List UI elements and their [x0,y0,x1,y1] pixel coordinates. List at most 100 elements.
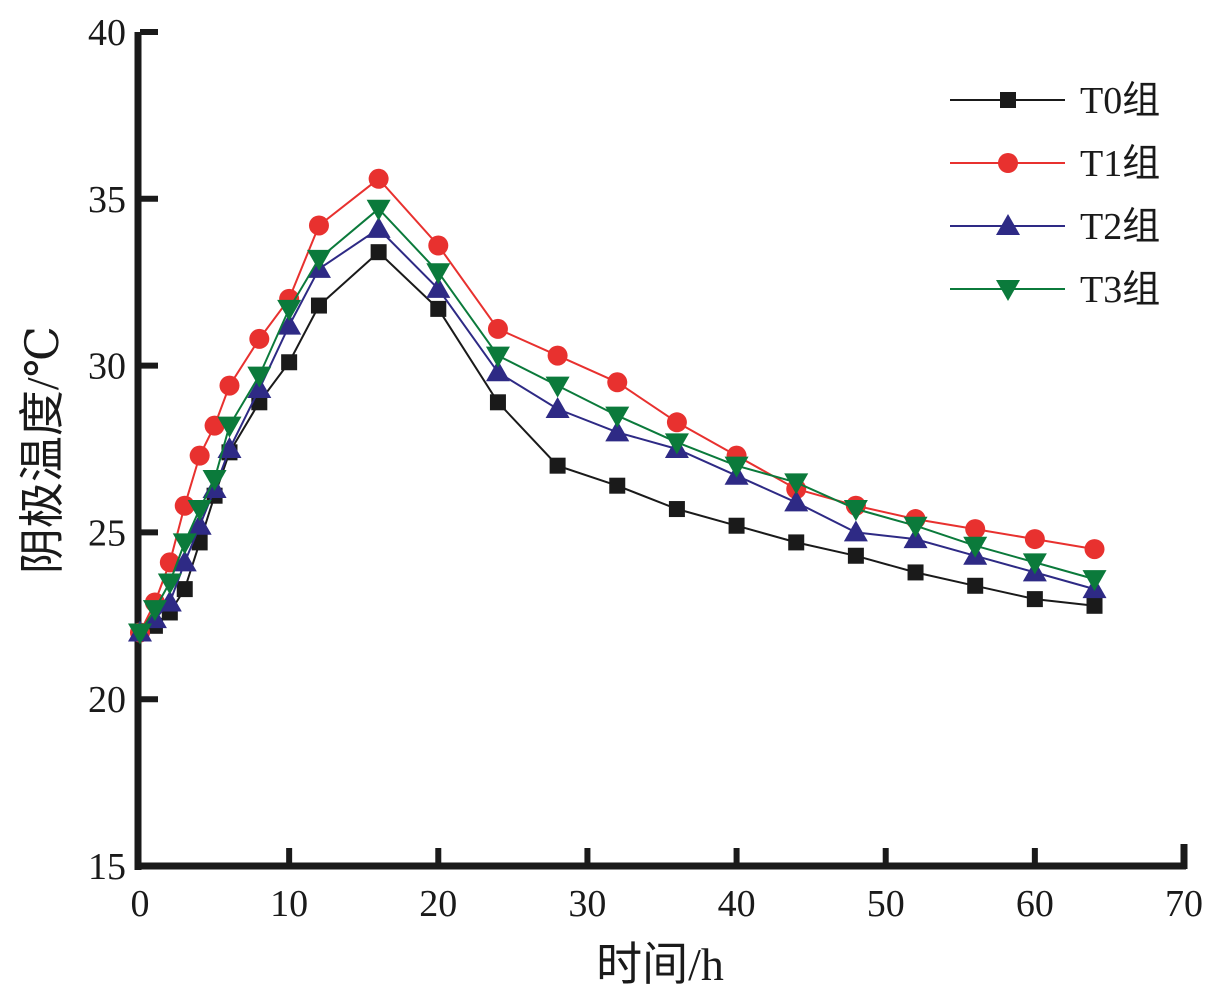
series-T2组 [128,216,1107,642]
data-point [1024,529,1045,550]
legend-item: T3组 [950,269,1160,311]
data-point [202,470,227,492]
data-point [487,318,508,339]
data-point [664,433,689,455]
data-point [963,536,988,558]
data-point [728,517,745,534]
data-point [843,500,868,522]
x-tick-label: 0 [131,883,150,925]
data-point [605,406,630,428]
data-point [219,375,240,396]
data-point [907,564,924,581]
x-tick-label: 60 [1016,883,1054,925]
data-point [306,249,331,271]
series-layer [128,168,1107,645]
data-point [1086,597,1103,614]
data-point [172,533,197,555]
data-point [903,516,928,538]
data-point [485,346,510,368]
legend: T0组 T1组 T2组 T3组 [950,80,1160,311]
data-point [1082,570,1107,592]
x-tick-label: 50 [867,883,905,925]
y-tick-label: 15 [88,846,126,888]
data-point [965,519,986,540]
data-point [368,168,389,189]
data-point [277,313,302,335]
data-point [668,501,685,518]
x-tick-label: 20 [419,883,457,925]
y-tick-label: 30 [88,346,126,388]
data-point [605,420,630,442]
data-point [1026,591,1043,608]
data-point [157,590,182,612]
data-point [189,445,210,466]
data-point [128,623,152,645]
data-point [310,297,327,314]
legend-marker [996,214,1020,235]
data-point [609,477,626,494]
series-T1组 [130,168,1105,643]
data-point [666,412,687,433]
x-tick-label: 70 [1165,883,1203,925]
data-point [1084,539,1105,560]
data-point [430,300,447,317]
data-point [187,500,212,522]
data-point [204,415,225,436]
x-tick-label: 40 [718,883,756,925]
data-point [843,520,868,542]
data-point [607,372,628,393]
data-point [489,394,506,411]
legend-item: T1组 [950,143,1160,185]
data-point [366,199,391,221]
data-point [308,215,329,236]
data-point [784,473,809,495]
legend-item: T0组 [950,80,1160,122]
data-point [370,244,387,261]
data-point [277,299,302,321]
data-point [428,235,449,256]
data-point [176,581,193,598]
x-tick-label: 30 [568,883,606,925]
data-point [547,345,568,366]
data-point [247,366,272,388]
legend-label: T1组 [1080,143,1160,185]
data-point [217,437,242,458]
data-point [366,216,391,238]
legend-label: T2组 [1080,206,1160,248]
data-point [847,547,864,564]
data-point [549,457,566,474]
data-point [724,456,749,478]
data-point [191,534,208,551]
data-point [426,276,451,298]
axes: 15 20 25 30 35 40 0 10 20 30 40 50 60 70 [88,12,1203,925]
data-point [142,600,167,622]
series-line [139,177,1095,633]
data-point [545,396,570,418]
data-point [1022,553,1047,575]
legend-marker [996,280,1020,301]
legend-item: T2组 [950,206,1160,248]
data-point [281,354,298,371]
legend-marker [1000,92,1016,108]
legend-label: T0组 [1080,80,1160,122]
legend-label: T3组 [1080,269,1160,311]
data-point [187,513,212,535]
data-point [967,577,984,594]
y-tick-label: 20 [88,679,126,721]
data-point [172,550,197,572]
data-point [157,573,182,595]
y-tick-label: 40 [88,12,126,54]
y-tick-label: 25 [88,512,126,554]
data-point [545,376,570,398]
legend-marker [998,153,1018,173]
y-tick-label: 35 [88,179,126,221]
x-axis-title: 时间/h [596,939,724,990]
series-T3组 [128,199,1107,645]
series-T0组 [132,244,1103,641]
data-point [788,534,805,551]
data-point [784,490,809,512]
data-point [426,263,451,285]
data-point [217,416,242,438]
y-axis-title: 阴极温度/℃ [17,326,68,574]
